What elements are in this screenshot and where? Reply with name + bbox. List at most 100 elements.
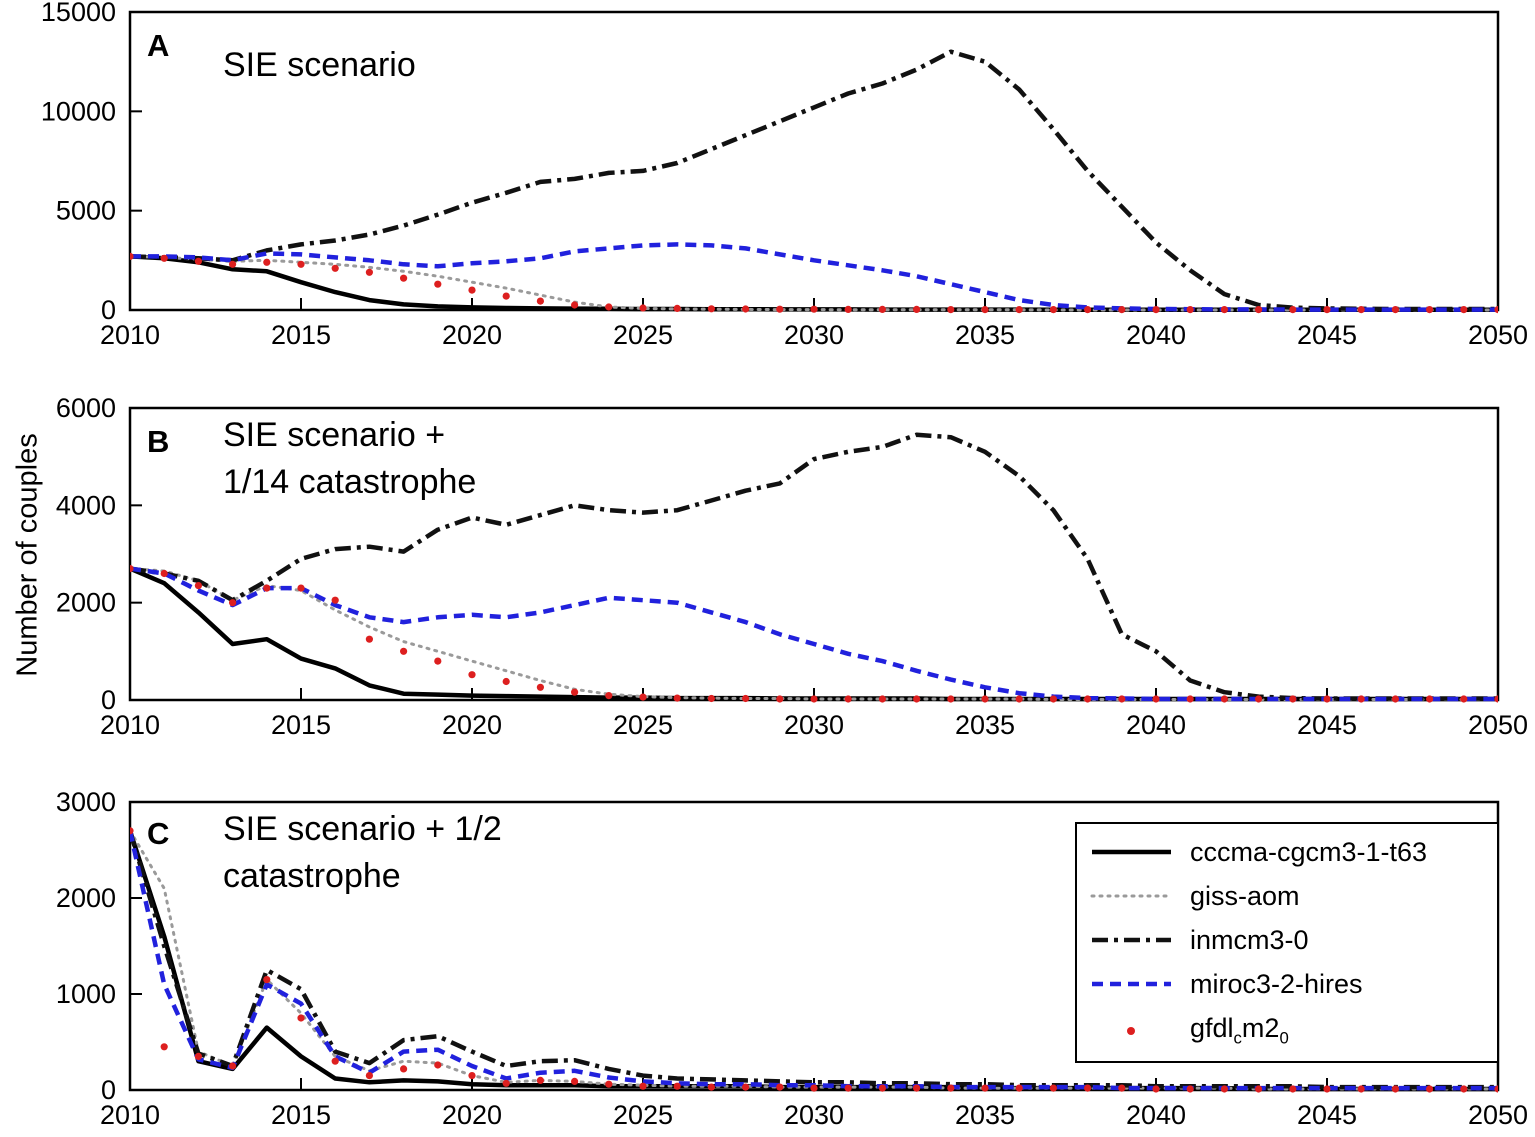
legend-sample-dot <box>1127 1026 1135 1035</box>
panel-b-title: SIE scenario + 1/14 catastrophe <box>223 412 476 506</box>
legend-sample-1 <box>1090 894 1173 898</box>
x-tick-label: 2045 <box>1297 710 1357 740</box>
panel-b-title-line2: 1/14 catastrophe <box>223 462 477 501</box>
series-point-gfdl_cm2_0 <box>1049 695 1057 703</box>
series-point-gfdl_cm2_0 <box>1357 1085 1365 1093</box>
series-point-gfdl_cm2_0 <box>571 1077 579 1085</box>
series-point-gfdl_cm2_0 <box>365 268 373 276</box>
x-tick-label: 2025 <box>613 710 673 740</box>
series-point-gfdl_cm2_0 <box>947 695 955 703</box>
series-point-gfdl_cm2_0 <box>605 303 613 311</box>
legend-label: miroc3-2-hires <box>1190 968 1363 999</box>
series-point-gfdl_cm2_0 <box>913 305 921 313</box>
legend-entry-inmcm: inmcm3-0 <box>1089 925 1485 956</box>
series-point-gfdl_cm2_0 <box>468 671 476 679</box>
series-point-gfdl_cm2_0 <box>130 252 134 260</box>
series-point-gfdl_cm2_0 <box>1084 695 1092 703</box>
x-tick-label: 2050 <box>1468 710 1528 740</box>
legend-entry-gfdl: gfdlcm20 <box>1089 1013 1485 1048</box>
series-point-gfdl_cm2_0 <box>878 305 887 313</box>
gfdl-label-part: m2 <box>1241 1012 1280 1043</box>
x-tick-label: 2020 <box>442 1100 502 1130</box>
series-point-gfdl_cm2_0 <box>844 695 852 703</box>
panel-a-letter: A <box>147 28 170 63</box>
series-point-gfdl_cm2_0 <box>297 1014 305 1022</box>
series-point-gfdl_cm2_0 <box>673 694 681 702</box>
series-point-gfdl_cm2_0 <box>1391 306 1399 314</box>
series-point-gfdl_cm2_0 <box>1426 306 1434 314</box>
series-point-gfdl_cm2_0 <box>1460 306 1468 314</box>
legend-entry-giss: giss-aom <box>1089 881 1485 912</box>
axes-box <box>128 406 1500 702</box>
series-point-gfdl_cm2_0 <box>1118 1084 1126 1092</box>
series-point-gfdl_cm2_0 <box>1494 1085 1498 1093</box>
legend-label: cccma-cgcm3-1-t63 <box>1190 836 1428 867</box>
series-point-gfdl_cm2_0 <box>1426 695 1434 703</box>
y-tick-label: 0 <box>101 295 116 325</box>
series-point-gfdl_cm2_0 <box>160 254 168 262</box>
series-point-gfdl_cm2_0 <box>571 688 579 696</box>
series-point-gfdl_cm2_0 <box>468 1072 476 1080</box>
series-point-gfdl_cm2_0 <box>536 1076 545 1084</box>
series-point-gfdl_cm2_0 <box>810 305 818 313</box>
series-point-gfdl_cm2_0 <box>502 677 510 686</box>
gfdl-label-sub: 0 <box>1279 1028 1289 1048</box>
series-point-gfdl_cm2_0 <box>1255 695 1263 703</box>
panel-b-title-line1: SIE scenario + <box>223 416 446 454</box>
series-point-gfdl_cm2_0 <box>130 827 134 835</box>
series-point-gfdl_cm2_0 <box>742 1083 750 1091</box>
series-point-gfdl_cm2_0 <box>878 695 887 703</box>
series-point-gfdl_cm2_0 <box>981 695 989 703</box>
series-point-gfdl_cm2_0 <box>1118 306 1126 314</box>
x-tick-label: 2015 <box>271 320 331 350</box>
series-point-gfdl_cm2_0 <box>605 692 613 700</box>
series-point-gfdl_cm2_0 <box>742 305 750 313</box>
x-tick-label: 2045 <box>1297 1100 1357 1130</box>
series-point-gfdl_cm2_0 <box>913 1084 921 1092</box>
series-point-gfdl_cm2_0 <box>1049 1084 1057 1092</box>
panel-b: 0 2000 4000 6000 2010 2015 2020 2025 2030 2035 204… <box>56 393 1528 740</box>
series-point-gfdl_cm2_0 <box>605 1080 613 1088</box>
panel-a: 0 5000 10000 15000 2010 2015 2020 2025 2030 2035 2… <box>41 0 1528 350</box>
series-point-gfdl_cm2_0 <box>194 1052 202 1060</box>
series-point-gfdl_cm2_0 <box>1049 306 1057 314</box>
panel-c-letter: C <box>147 816 170 851</box>
series-point-gfdl_cm2_0 <box>639 693 647 701</box>
series-point-gfdl_cm2_0 <box>1186 1085 1194 1093</box>
y-tick-label: 6000 <box>56 393 116 423</box>
legend-label-gfdl: gfdlcm20 <box>1190 1013 1289 1048</box>
x-tick-label: 2015 <box>271 710 331 740</box>
series-point-gfdl_cm2_0 <box>297 260 305 268</box>
series-point-gfdl_cm2_0 <box>263 584 271 592</box>
y-tick-label: 4000 <box>56 490 116 520</box>
x-tick-label: 2015 <box>271 1100 331 1130</box>
x-tick-label: 2050 <box>1468 1100 1528 1130</box>
legend-sample-4 <box>1127 1026 1135 1035</box>
series-point-gfdl_cm2_0 <box>707 1083 716 1091</box>
series-point-gfdl_cm2_0 <box>502 292 510 300</box>
series-point-gfdl_cm2_0 <box>434 280 442 288</box>
series-point-gfdl_cm2_0 <box>1220 1085 1228 1093</box>
series-point-gfdl_cm2_0 <box>1152 695 1160 703</box>
y-tick-label: 1000 <box>56 979 116 1009</box>
y-tick-label: 0 <box>101 1075 116 1105</box>
series-point-gfdl_cm2_0 <box>434 657 442 665</box>
series-point-gfdl_cm2_0 <box>707 694 716 703</box>
series-point-gfdl_cm2_0 <box>1186 695 1194 703</box>
series-point-gfdl_cm2_0 <box>1494 306 1498 314</box>
series-point-gfdl_cm2_0 <box>1494 695 1498 703</box>
series-point-gfdl_cm2_0 <box>913 695 921 703</box>
legend-sample-2 <box>1092 938 1171 943</box>
series-point-gfdl_cm2_0 <box>365 1072 373 1080</box>
x-tick-label: 2040 <box>1126 1100 1186 1130</box>
series-point-gfdl_cm2_0 <box>981 306 989 314</box>
series-line-miroc3-2-hires <box>130 242 1498 312</box>
x-tick-label: 2030 <box>784 320 844 350</box>
series-point-gfdl_cm2_0 <box>194 582 202 590</box>
series-point-gfdl_cm2_0 <box>229 260 237 268</box>
series-point-gfdl_cm2_0 <box>468 286 476 294</box>
y-tick-label: 0 <box>101 685 116 715</box>
x-tick-label: 2040 <box>1126 710 1186 740</box>
x-tick-label: 2010 <box>100 1100 160 1130</box>
series-point-gfdl_cm2_0 <box>434 1061 442 1069</box>
